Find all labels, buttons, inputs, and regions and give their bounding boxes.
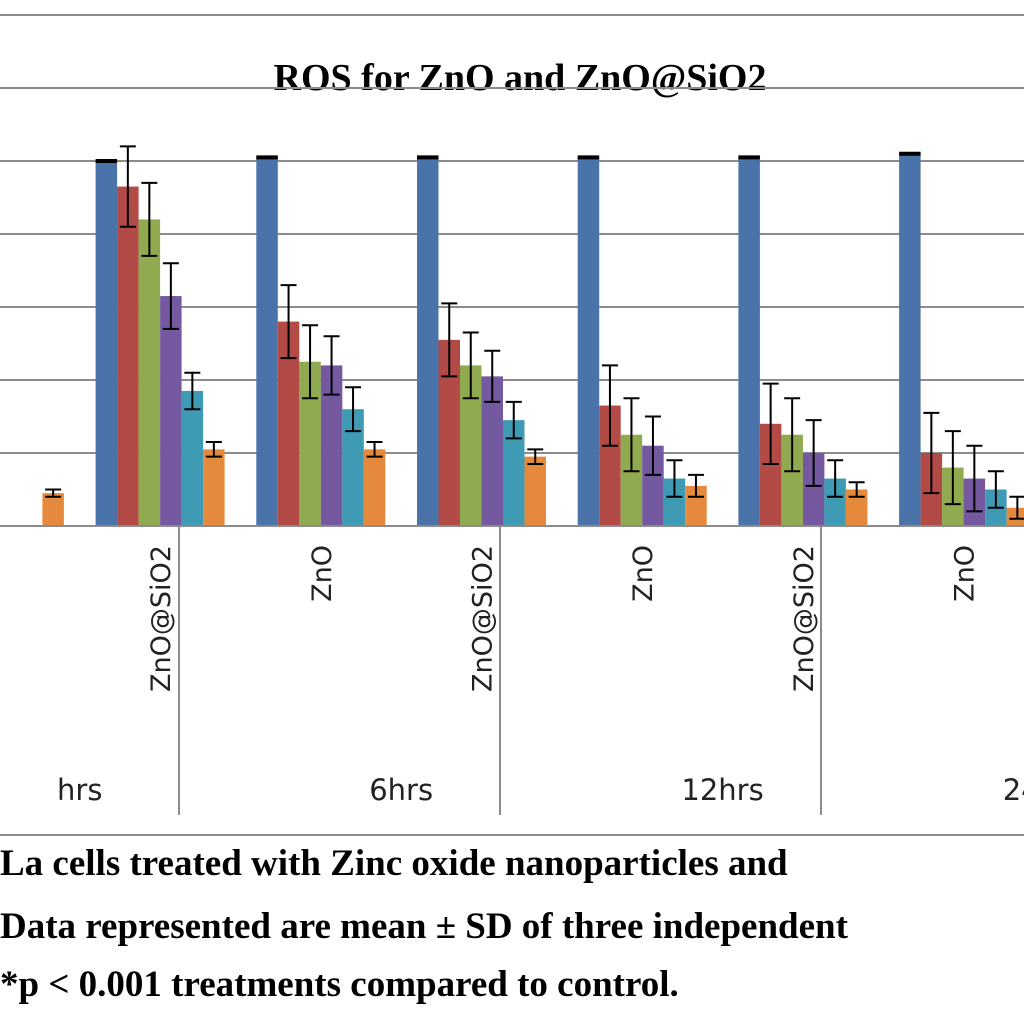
bar — [899, 153, 921, 526]
bar — [277, 321, 300, 526]
bar — [117, 186, 139, 527]
bar — [95, 161, 118, 526]
bar — [577, 157, 600, 526]
bar — [438, 339, 460, 526]
bar — [599, 405, 621, 526]
caption-line-1: La cells treated with Zinc oxide nanopar… — [0, 843, 788, 884]
chart-title: ROS for ZnO and ZnO@SiO2 — [274, 57, 767, 99]
bar — [481, 376, 503, 526]
bar — [256, 157, 278, 526]
bar — [524, 456, 546, 526]
bar — [642, 445, 664, 526]
category-label: ZnO — [950, 545, 981, 602]
bar — [845, 489, 868, 526]
plot-area: ZnO@SiO2 hrs ZnO ZnO@SiO2 6hrs ZnO ZnO@SiO2 12h… — [0, 14, 1024, 836]
bar — [1006, 507, 1024, 526]
bar — [663, 478, 686, 526]
category-label: ZnO — [628, 545, 659, 602]
category-label: ZnO@SiO2 — [468, 545, 499, 692]
bar — [417, 157, 439, 526]
bar — [160, 296, 182, 526]
bar — [781, 434, 803, 526]
bar — [138, 219, 161, 526]
bar — [299, 361, 321, 526]
bar — [203, 449, 225, 526]
bar — [363, 449, 386, 526]
bar — [342, 409, 364, 526]
bar — [802, 453, 825, 526]
bar — [42, 493, 64, 526]
group-label: 12hrs — [681, 773, 763, 807]
bar — [320, 365, 343, 526]
bar — [181, 390, 204, 526]
group-label: 6hrs — [369, 773, 433, 807]
bar — [824, 478, 846, 526]
bar — [759, 423, 782, 526]
caption-line-3: *p < 0.001 treatments compared to contro… — [0, 964, 679, 1005]
bar — [738, 157, 760, 526]
bar — [460, 365, 482, 526]
group-label: 24hrs — [1003, 773, 1024, 807]
bar — [620, 434, 643, 526]
category-label: ZnO — [307, 545, 338, 602]
category-label: ZnO@SiO2 — [146, 545, 177, 692]
group-label: hrs — [57, 773, 102, 807]
category-label: ZnO@SiO2 — [789, 545, 820, 692]
bar — [503, 420, 525, 526]
caption-line-2: Data represented are mean ± SD of three … — [0, 906, 848, 947]
